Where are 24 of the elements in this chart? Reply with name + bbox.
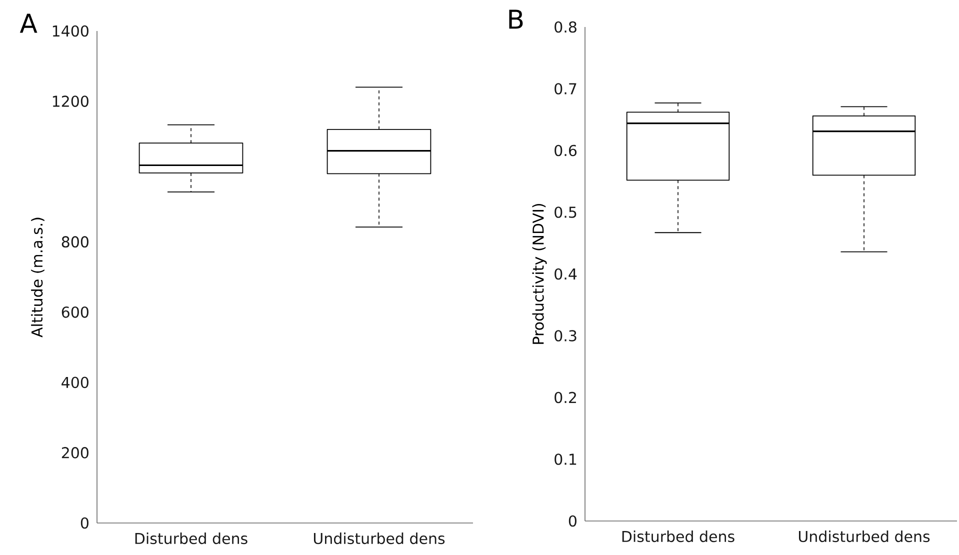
x-tick-label: Disturbed dens — [622, 530, 734, 542]
y-axis-title: Productivity (NDVI) — [532, 204, 547, 344]
y-tick-label: 200 — [62, 447, 88, 458]
y-tick-label: 0.4 — [554, 268, 577, 280]
y-tick-label: 400 — [62, 376, 88, 388]
y-tick-label: 600 — [62, 306, 88, 318]
y-tick-label: 0.2 — [554, 392, 576, 404]
y-tick-label: 0.1 — [554, 454, 576, 465]
y-axis-title: Altitude (m.a.s.) — [31, 218, 44, 338]
y-tick-label: 1200 — [52, 96, 88, 107]
x-tick-label: Disturbed dens — [135, 532, 248, 544]
x-tick-label: Undisturbed dens — [314, 532, 445, 544]
y-tick-label: 1400 — [52, 25, 88, 37]
y-tick-label: 0.6 — [554, 144, 577, 156]
y-tick-label: 0.8 — [554, 21, 576, 33]
x-tick-label: Undisturbed dens — [798, 530, 930, 542]
chart-title: B — [509, 10, 523, 29]
y-tick-label: 0.3 — [554, 330, 576, 342]
y-tick-label: 0 — [80, 517, 88, 529]
y-tick-label: 0 — [568, 515, 576, 527]
y-tick-label: 0.5 — [554, 206, 576, 218]
y-tick-label: 800 — [62, 236, 88, 248]
chart-title: A — [20, 14, 38, 33]
y-tick-label: 0.7 — [554, 83, 576, 94]
